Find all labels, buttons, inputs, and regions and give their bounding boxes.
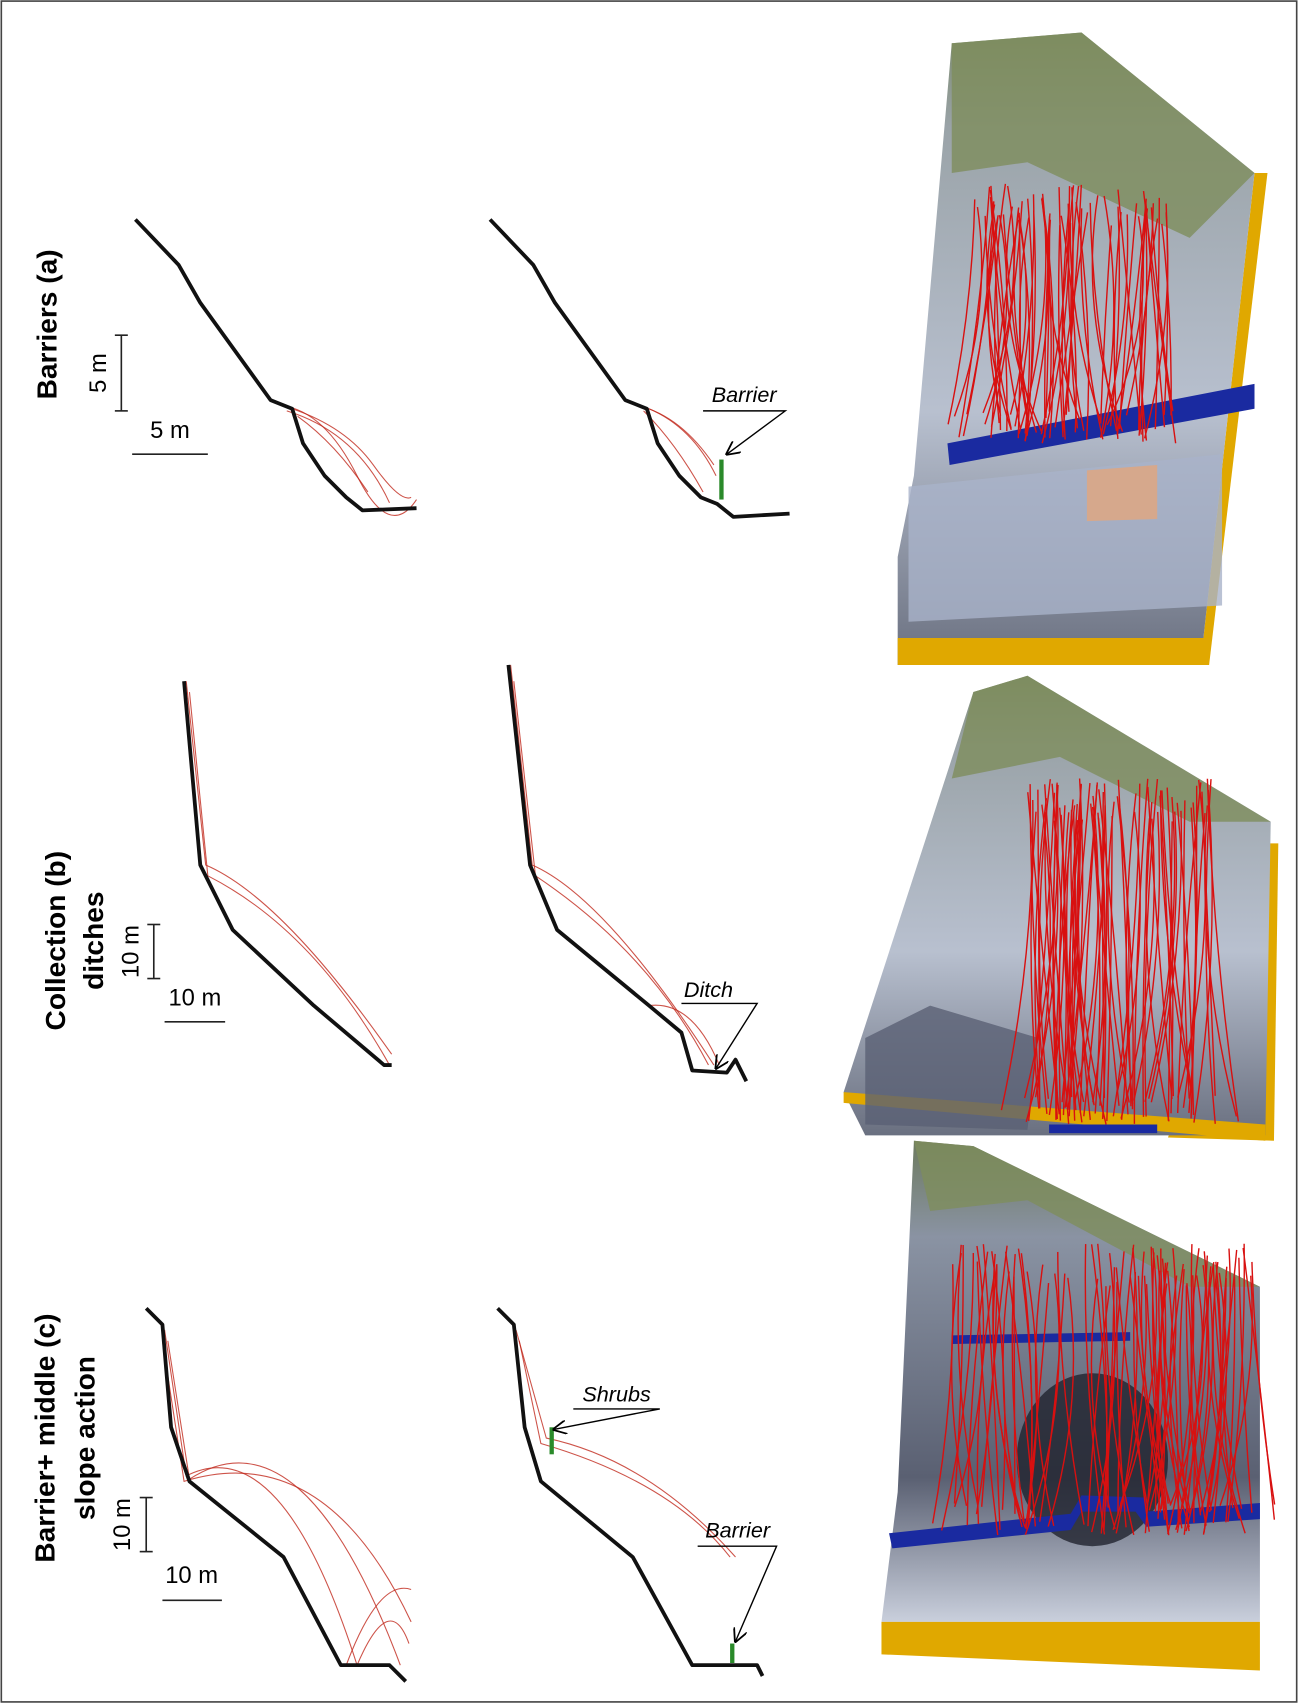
row-label: slope action	[69, 1356, 100, 1520]
annotation: Barrier	[712, 382, 778, 407]
scale-label: 10 m	[109, 1498, 136, 1551]
scale-label: 5 m	[85, 353, 112, 393]
annotation: Shrubs	[582, 1381, 651, 1406]
scale-label: 10 m	[165, 1562, 218, 1589]
slope-profile	[508, 665, 746, 1081]
annotation: Ditch	[684, 977, 733, 1002]
annotation-arrow	[554, 1409, 660, 1430]
row-label: ditches	[78, 891, 109, 989]
slope-profile	[146, 1308, 406, 1681]
trajectories	[162, 1330, 735, 1665]
row-label: Barriers (a)	[31, 249, 62, 399]
render-3d	[844, 676, 1279, 1141]
scale-label: 5 m	[150, 417, 190, 444]
scale-label: 10 m	[168, 985, 221, 1012]
slope-profile	[498, 1308, 763, 1676]
render-3d	[881, 1141, 1274, 1671]
annotation-arrow	[698, 1546, 777, 1641]
scale-label: 10 m	[118, 925, 145, 978]
slope-profile	[490, 219, 790, 516]
render-3d	[898, 32, 1268, 665]
row-label: Barrier+ middle (c)	[29, 1314, 60, 1563]
annotation: Barrier	[705, 1518, 771, 1543]
annotation-arrow	[681, 1003, 757, 1068]
figure: Barriers (a) 5 m 5 m Barrier Collection …	[0, 0, 1298, 1703]
row-label: Collection (b)	[40, 851, 71, 1031]
annotation-arrow	[703, 411, 785, 454]
trajectories	[186, 665, 719, 1065]
page: Barriers (a) 5 m 5 m Barrier Collection …	[0, 0, 1298, 1703]
